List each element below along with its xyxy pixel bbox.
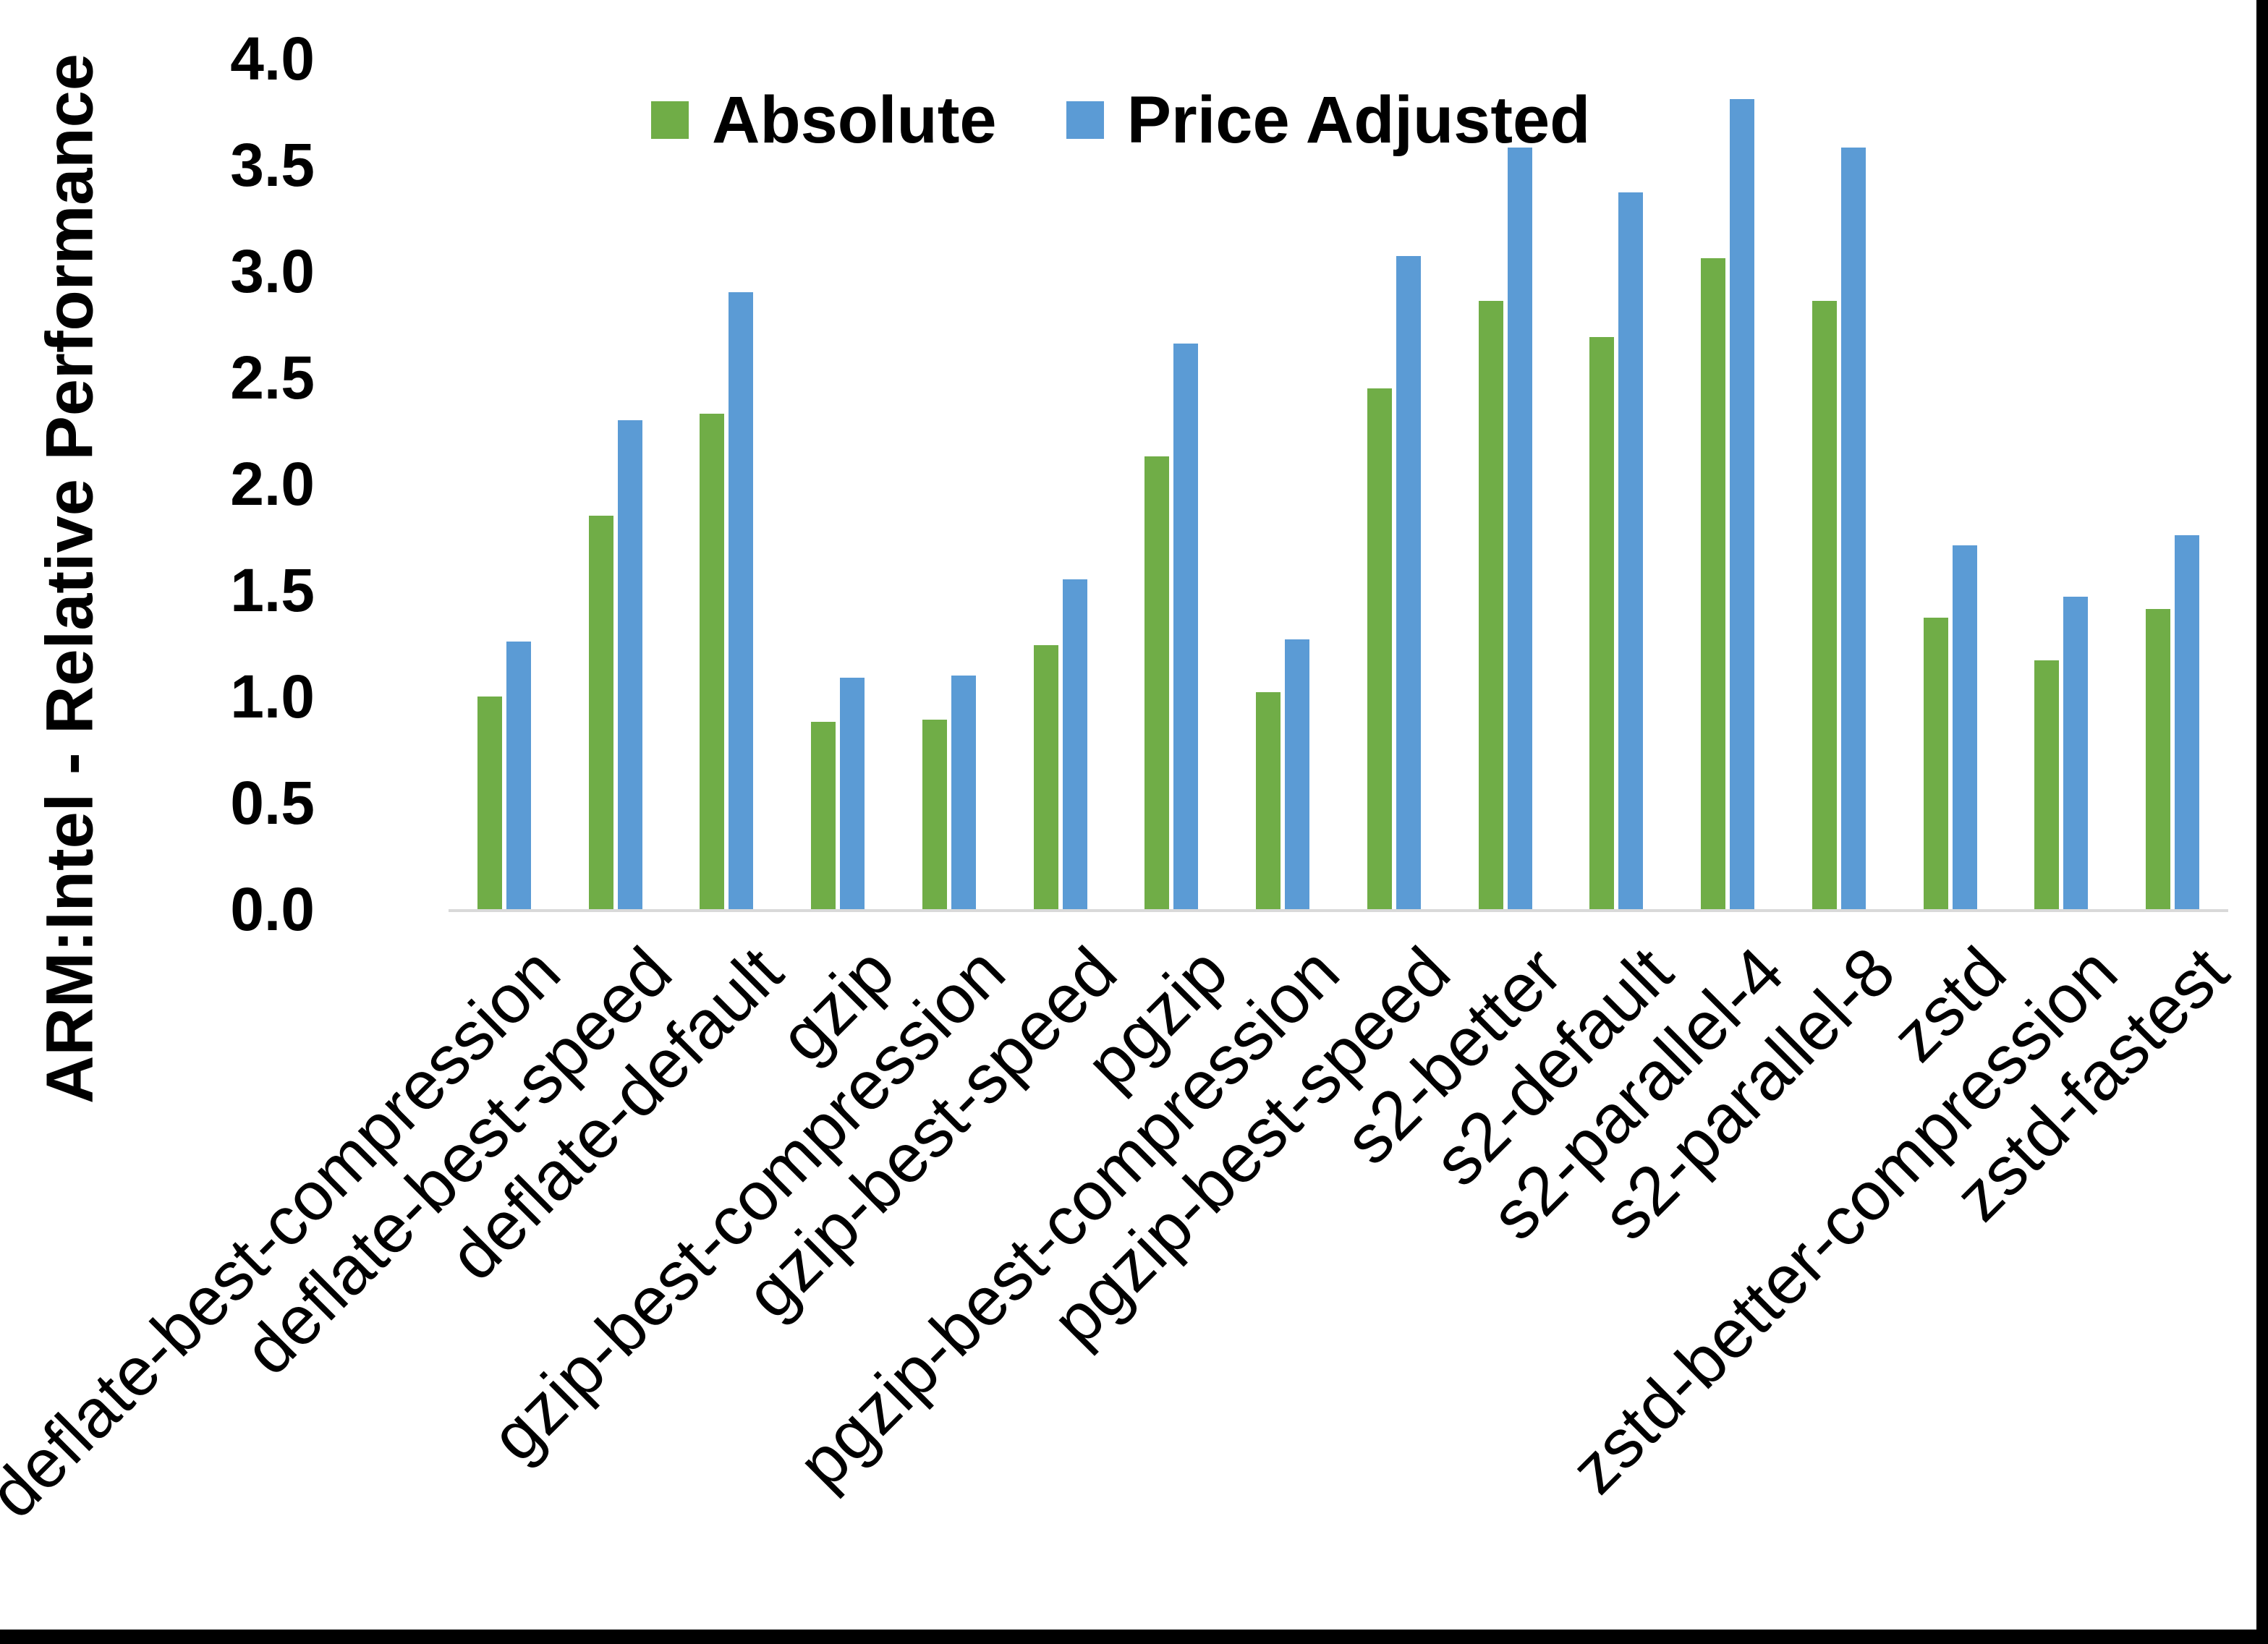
bar-price-adjusted [1507, 148, 1532, 909]
bar-absolute [1256, 692, 1281, 909]
bar-price-adjusted [1062, 579, 1087, 909]
bar-price-adjusted [729, 292, 754, 909]
legend-label-price-adjusted: Price Adjusted [1126, 83, 1591, 157]
bar-absolute [2034, 660, 2060, 909]
bar-price-adjusted [506, 641, 531, 909]
bar-price-adjusted [617, 419, 642, 909]
y-tick-label: 2.0 [230, 450, 315, 518]
bar-price-adjusted [2063, 596, 2089, 909]
plot-area [449, 59, 2228, 912]
y-axis-title: ARM:Intel - Relative Performance [33, 54, 107, 1104]
bar-absolute [811, 722, 836, 909]
bar-price-adjusted [840, 677, 865, 909]
bar-absolute [700, 413, 725, 909]
right-border [2256, 0, 2268, 1644]
y-tick-label: 3.5 [230, 131, 315, 199]
bar-price-adjusted [1173, 343, 1199, 909]
bar-absolute [2146, 609, 2171, 909]
y-tick-label: 1.5 [230, 556, 315, 624]
bar-price-adjusted [1840, 148, 1866, 909]
legend: Absolute Price Adjusted [651, 87, 1590, 153]
bar-absolute [1923, 618, 1948, 909]
bar-price-adjusted [1285, 639, 1310, 909]
bar-price-adjusted [1730, 98, 1755, 909]
bar-price-adjusted [951, 675, 976, 909]
bar-price-adjusted [1396, 256, 1421, 909]
bar-price-adjusted [1952, 545, 1977, 909]
bar-absolute [588, 516, 613, 909]
bar-absolute [1812, 301, 1837, 909]
legend-swatch-absolute [651, 101, 689, 139]
bar-absolute [1144, 456, 1170, 909]
bar-absolute [1478, 301, 1503, 909]
bottom-border [0, 1630, 2268, 1644]
bar-absolute [1033, 645, 1058, 909]
y-tick-label: 1.0 [230, 663, 315, 731]
y-tick-label: 2.5 [230, 344, 315, 412]
y-tick-label: 0.5 [230, 769, 315, 837]
bar-absolute [1589, 337, 1615, 909]
legend-swatch-price-adjusted [1066, 101, 1104, 139]
bar-absolute [1701, 258, 1726, 909]
bar-absolute [477, 697, 502, 909]
bar-price-adjusted [2175, 534, 2200, 909]
y-tick-label: 0.0 [230, 875, 315, 943]
legend-label-absolute: Absolute [712, 83, 997, 157]
bar-absolute [922, 720, 947, 909]
y-tick-label: 3.0 [230, 237, 315, 305]
legend-item-price-adjusted: Price Adjusted [1066, 83, 1591, 157]
bar-price-adjusted [1618, 192, 1644, 909]
y-tick-label: 4.0 [230, 25, 315, 93]
legend-item-absolute: Absolute [651, 87, 997, 153]
bar-absolute [1367, 388, 1392, 909]
